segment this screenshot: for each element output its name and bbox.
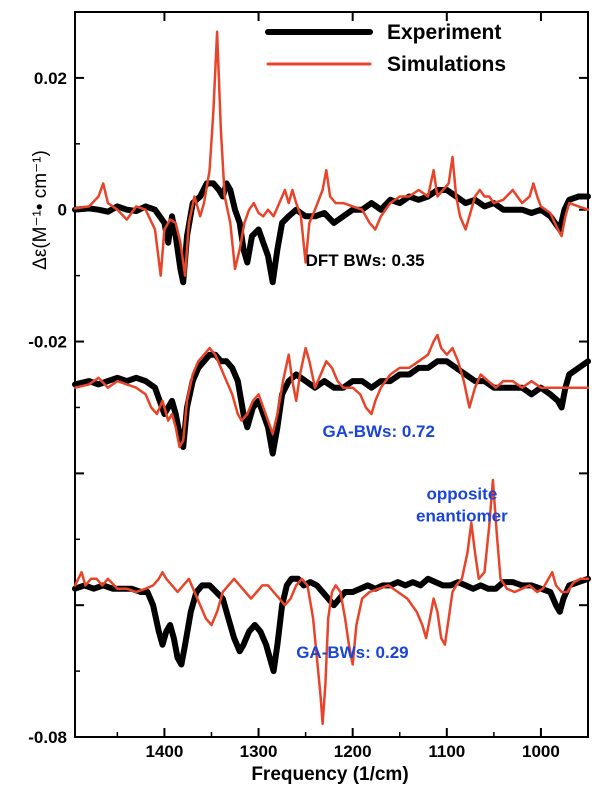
opposite-enantiomer-line: enantiomer (416, 507, 508, 526)
x-tick-label: 1300 (240, 742, 278, 761)
panel-label-1: DFT BWs: 0.35 (306, 251, 425, 270)
x-tick-label: 1000 (522, 742, 560, 761)
simulation-line-1 (73, 30, 590, 277)
simulation-line-3 (73, 478, 590, 726)
x-tick-label: 1400 (146, 742, 184, 761)
opposite-enantiomer-line: opposite (426, 485, 497, 504)
legend-label-experiment: Experiment (387, 21, 501, 44)
x-axis-title: Frequency (1/cm) (251, 764, 408, 785)
y-tick-label: 0.02 (34, 69, 67, 88)
panel-label-2: GA-BWs: 0.72 (323, 422, 435, 441)
legend-label-simulations: Simulations (387, 53, 506, 76)
legend: Experiment Simulations (265, 21, 506, 76)
x-tick-label: 1200 (334, 742, 372, 761)
experiment-line-2 (72, 351, 591, 457)
series-group (72, 30, 591, 726)
annotations: DFT BWs: 0.35 GA-BWs: 0.72 GA-BWs: 0.29 opp… (296, 251, 508, 662)
x-tick-label: 1100 (428, 742, 465, 761)
y-tick-label: -0.08 (28, 728, 67, 747)
experiment-line-1 (72, 180, 591, 286)
axis-ticks: 1400 1300 1200 1100 1000 0.02 0 -0.02 -0.08 (28, 11, 588, 761)
plot-area: 1400 1300 1200 1100 1000 0.02 0 -0.02 -0.08 DFT … (28, 11, 591, 761)
opposite-enantiomer-label: opposite enantiomer (416, 485, 508, 526)
y-axis-title: Δε(M⁻¹• cm⁻¹) (30, 150, 51, 270)
y-tick-label: 0 (58, 201, 67, 220)
simulation-line-2 (73, 333, 590, 449)
panel-label-3: GA-BWs: 0.29 (296, 643, 408, 662)
experiment-line-3 (72, 575, 591, 675)
plot-frame (74, 11, 589, 738)
y-tick-label: -0.02 (28, 333, 67, 352)
